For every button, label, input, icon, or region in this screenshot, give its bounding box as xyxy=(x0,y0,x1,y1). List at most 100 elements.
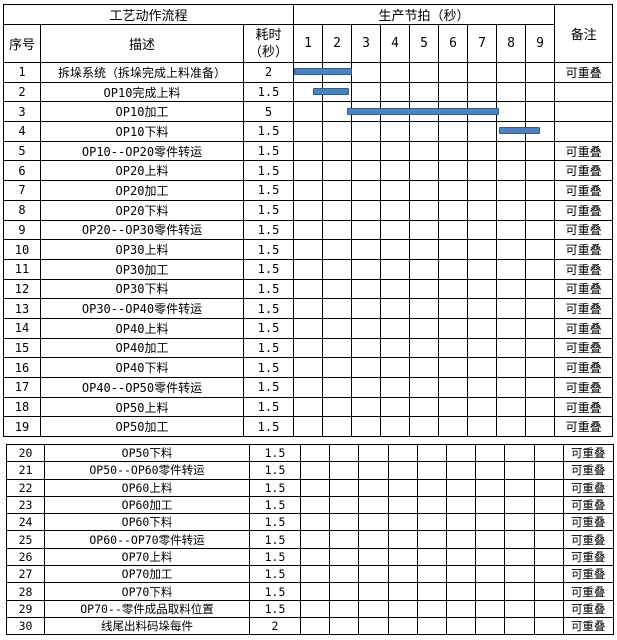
takt-cell xyxy=(293,199,324,221)
time-cell: 5 xyxy=(242,101,295,123)
remark-cell: 可重叠 xyxy=(562,547,614,567)
takt-cell xyxy=(496,140,527,162)
takt-cell xyxy=(409,180,440,201)
takt-cell xyxy=(409,278,440,300)
takt-cell xyxy=(409,140,440,162)
takt-cell xyxy=(496,377,527,398)
takt-cell xyxy=(387,565,418,584)
table-row: 6 OP20上料 1.5 可重叠 xyxy=(3,160,614,182)
takt-cell xyxy=(445,478,477,497)
takt-cell xyxy=(329,565,360,584)
takt-cell xyxy=(351,81,382,103)
takt-cell xyxy=(380,219,411,241)
desc-cell: OP50下料 xyxy=(44,443,250,463)
time-header: 耗时 （秒） xyxy=(242,24,295,63)
desc-cell: OP70--零件成品取料位置 xyxy=(44,599,250,618)
takt-cell xyxy=(525,140,556,162)
desc-cell: OP20--OP30零件转运 xyxy=(40,219,244,241)
takt-cell xyxy=(496,219,527,241)
desc-cell: OP10完成上料 xyxy=(40,81,244,103)
seq-cell: 5 xyxy=(3,140,41,162)
takt-cell xyxy=(329,513,360,532)
second-header-6: 6 xyxy=(438,24,469,63)
takt-cell xyxy=(293,219,324,241)
takt-cell xyxy=(475,495,506,515)
takt-cell xyxy=(438,219,469,241)
remark-cell: 可重叠 xyxy=(562,513,614,532)
desc-cell: OP10下料 xyxy=(40,121,244,142)
desc-cell: OP10加工 xyxy=(40,101,244,123)
table-row: 2 OP10完成上料 1.5 xyxy=(3,81,614,103)
seq-cell: 12 xyxy=(3,278,41,300)
desc-cell: OP70加工 xyxy=(44,565,250,584)
seq-cell: 11 xyxy=(3,258,41,280)
takt-cell xyxy=(351,337,382,359)
takt-cell xyxy=(467,337,498,359)
takt-cell xyxy=(504,565,535,584)
desc-cell: OP10--OP20零件转运 xyxy=(40,140,244,162)
takt-cell xyxy=(299,599,331,618)
takt-cell xyxy=(533,513,564,532)
seq-cell: 3 xyxy=(3,101,41,123)
takt-cell xyxy=(380,278,411,300)
table-row: 24 OP60下料 1.5 可重叠 xyxy=(6,513,614,532)
takt-cell xyxy=(293,121,324,142)
takt-cell xyxy=(533,547,564,567)
takt-cell xyxy=(445,530,477,549)
takt-cell xyxy=(475,530,506,549)
takt-cell xyxy=(438,258,469,280)
takt-cell xyxy=(387,530,418,549)
takt-cell xyxy=(351,199,382,221)
takt-cell xyxy=(299,513,331,532)
takt-cell xyxy=(504,513,535,532)
process-table-bottom: 20 OP50下料 1.5 可重叠 21 OP50--OP60零件转运 1.5 可重叠 22 OP… xyxy=(6,443,614,636)
remark-cell: 可重叠 xyxy=(554,160,614,182)
desc-cell: OP20加工 xyxy=(40,180,244,201)
time-cell: 1.5 xyxy=(249,495,301,515)
takt-cell xyxy=(380,298,411,319)
table-row: 11 OP30加工 1.5 可重叠 xyxy=(3,258,614,280)
takt-cell xyxy=(380,81,411,103)
takt-cell xyxy=(504,547,535,567)
takt-cell xyxy=(380,239,411,260)
takt-cell xyxy=(293,317,324,339)
takt-cell xyxy=(387,495,418,515)
takt-cell xyxy=(351,258,382,280)
takt-cell xyxy=(525,278,556,300)
time-cell: 1.5 xyxy=(242,357,295,378)
takt-cell xyxy=(409,199,440,221)
gantt-bar xyxy=(347,107,499,115)
desc-cell: OP30加工 xyxy=(40,258,244,280)
takt-cell xyxy=(351,317,382,339)
takt-cell xyxy=(438,81,469,103)
takt-cell xyxy=(387,443,418,463)
takt-cell xyxy=(416,599,447,618)
table-row: 16 OP40下料 1.5 可重叠 xyxy=(3,357,614,378)
takt-cell xyxy=(496,180,527,201)
seq-cell: 8 xyxy=(3,199,41,221)
takt-cell xyxy=(322,337,353,359)
takt-cell xyxy=(467,199,498,221)
seq-cell: 4 xyxy=(3,121,41,142)
desc-cell: OP30下料 xyxy=(40,278,244,300)
takt-cell xyxy=(438,337,469,359)
takt-cell xyxy=(322,298,353,319)
takt-cell xyxy=(351,278,382,300)
takt-cell xyxy=(380,337,411,359)
remark-cell: 可重叠 xyxy=(562,443,614,463)
takt-cell xyxy=(351,396,382,418)
time-cell: 1.5 xyxy=(249,461,301,480)
takt-cell xyxy=(504,616,535,636)
time-cell: 1.5 xyxy=(249,530,301,549)
takt-cell xyxy=(467,317,498,339)
takt-cell xyxy=(329,478,360,497)
takt-cell xyxy=(525,180,556,201)
takt-cell xyxy=(409,81,440,103)
takt-cell xyxy=(496,337,527,359)
takt-cell xyxy=(496,199,527,221)
takt-cell xyxy=(525,62,556,83)
takt-cell xyxy=(293,357,324,378)
takt-cell xyxy=(358,478,389,497)
takt-cell xyxy=(496,357,527,378)
takt-cell xyxy=(387,616,418,636)
